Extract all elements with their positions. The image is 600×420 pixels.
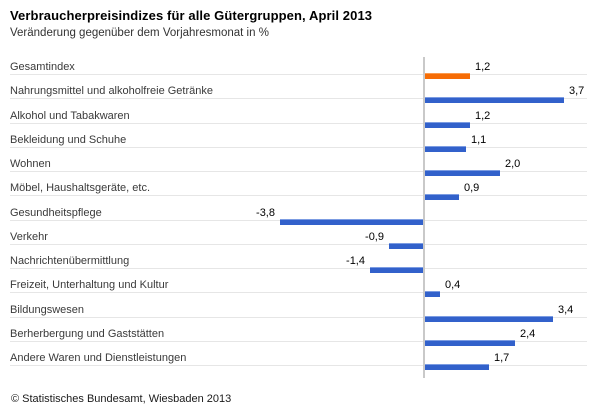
value-bar: [425, 315, 553, 322]
value-label: 0,4: [445, 279, 461, 292]
row-gridline: [10, 243, 587, 245]
row-gridline: [10, 122, 587, 124]
value-label: 3,4: [558, 303, 574, 316]
value-label: 2,0: [505, 158, 521, 170]
chart-title: Verbraucherpreisindizes für alle Gütergr…: [10, 8, 373, 23]
value-bar: [280, 218, 423, 225]
row-gridline: [10, 98, 587, 100]
category-label: Nachrichtenübermittlung: [10, 255, 130, 267]
value-bar: [389, 242, 423, 249]
value-bar: [425, 97, 564, 104]
chart-row: Alkohol und Tabakwaren 1,2: [0, 109, 600, 133]
chart-row: Nahrungsmittel und alkoholfreie Getränke…: [0, 84, 600, 108]
bar-chart-plot: Gesamtindex 1,2 Nahrungsmittel und alkohol…: [0, 57, 600, 378]
category-label: Nahrungsmittel und alkoholfreie Getränke: [10, 85, 214, 98]
value-bar: [425, 291, 440, 298]
value-label: 1,2: [475, 61, 491, 73]
value-label: 1,2: [475, 109, 491, 122]
chart-subtitle: Veränderung gegenüber dem Vorjahresmonat…: [10, 27, 269, 39]
row-gridline: [10, 171, 587, 172]
value-bar: [425, 145, 466, 152]
category-label: Gesundheitspflege: [10, 206, 102, 219]
value-label: 1,1: [471, 133, 487, 146]
category-label: Berherbergung und Gaststätten: [10, 327, 165, 340]
value-bar: [425, 339, 515, 346]
row-gridline: [10, 365, 587, 366]
chart-row: Berherbergung und Gaststätten 2,4: [0, 327, 600, 351]
value-bar: [425, 121, 470, 128]
value-label: 1,7: [494, 352, 510, 364]
value-bar: [425, 170, 500, 176]
row-gridline: [10, 340, 587, 342]
value-label: 2,4: [520, 327, 536, 340]
category-label: Verkehr: [10, 230, 48, 243]
chart-row: Nachrichtenübermittlung -1,4: [0, 254, 600, 278]
value-bar: [425, 73, 470, 79]
category-label: Freizeit, Unterhaltung und Kultur: [10, 279, 169, 292]
value-bar: [425, 364, 489, 370]
row-gridline: [10, 146, 587, 148]
chart-row: Bildungswesen 3,4: [0, 303, 600, 327]
value-bar: [370, 267, 423, 273]
zero-axis-line: [423, 57, 425, 378]
chart-row: Möbel, Haushaltsgeräte, etc. 0,9: [0, 181, 600, 205]
chart-row: Verkehr -0,9: [0, 230, 600, 254]
chart-row: Wohnen 2,0: [0, 157, 600, 181]
category-label: Gesamtindex: [10, 61, 75, 73]
category-label: Andere Waren und Dienstleistungen: [10, 352, 187, 364]
category-label: Möbel, Haushaltsgeräte, etc.: [10, 182, 151, 195]
chart-row: Gesamtindex 1,2: [0, 60, 600, 84]
row-gridline: [10, 74, 587, 75]
row-gridline: [10, 195, 587, 197]
value-label: -1,4: [346, 255, 365, 267]
value-bar: [425, 194, 459, 201]
category-label: Bekleidung und Schuhe: [10, 133, 127, 146]
value-label: -0,9: [365, 230, 384, 243]
category-label: Alkohol und Tabakwaren: [10, 109, 130, 122]
row-gridline: [10, 316, 587, 318]
value-label: 0,9: [464, 182, 480, 195]
source-note: © Statistisches Bundesamt, Wiesbaden 201…: [11, 393, 232, 405]
chart-row: Gesundheitspflege -3,8: [0, 206, 600, 230]
category-label: Wohnen: [10, 158, 51, 170]
value-label: -3,8: [256, 206, 275, 219]
row-gridline: [10, 292, 587, 294]
value-label: 3,7: [569, 85, 585, 98]
chart-row: Andere Waren und Dienstleistungen 1,7: [0, 351, 600, 375]
row-gridline: [10, 268, 587, 269]
chart-row: Freizeit, Unterhaltung und Kultur 0,4: [0, 278, 600, 302]
category-label: Bildungswesen: [10, 303, 84, 316]
chart-row: Bekleidung und Schuhe 1,1: [0, 133, 600, 157]
